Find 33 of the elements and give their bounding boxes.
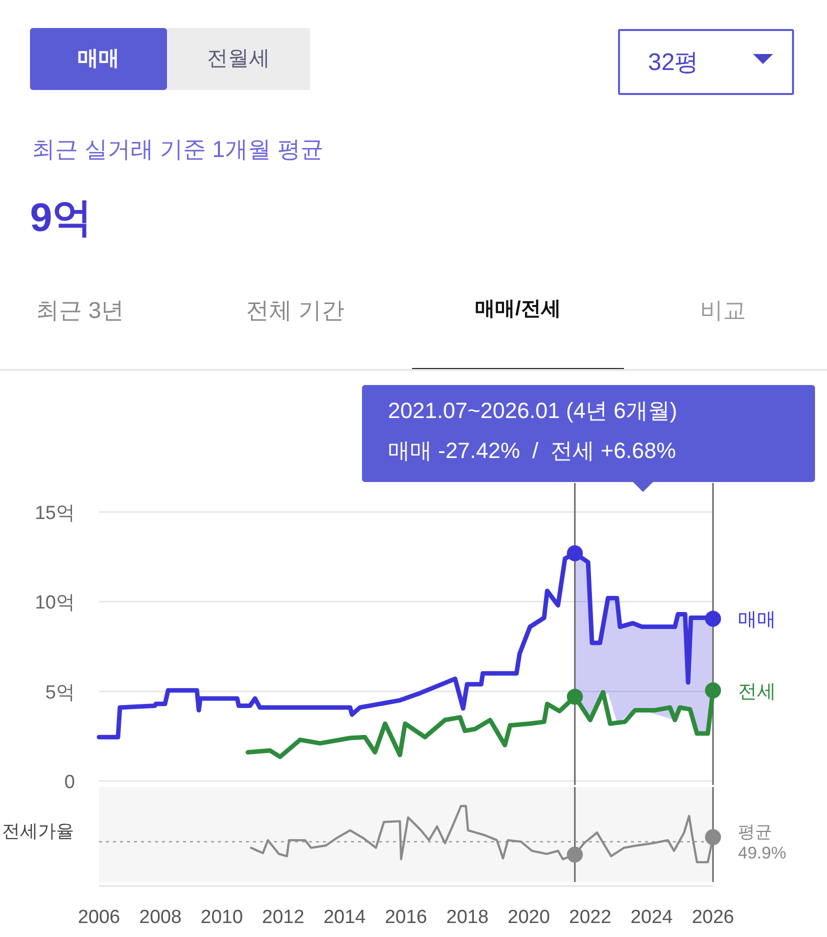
- point: [566, 545, 583, 562]
- y-tick-label: 0: [64, 772, 75, 793]
- series-label: 전세: [738, 681, 776, 702]
- tooltip: 2021.07~2026.01 (4년 6개월) 매매 -27.42% / 전세 +6.68%: [362, 385, 815, 492]
- x-tick-label: 2014: [323, 907, 366, 928]
- x-tick-label: 2024: [630, 907, 674, 928]
- x-tick-label: 2010: [200, 907, 243, 928]
- text: 9억: [30, 195, 92, 242]
- text: 비교: [700, 296, 746, 325]
- text: 32평: [648, 48, 699, 78]
- y-tick-label: 10억: [34, 592, 75, 614]
- text: 매매: [30, 28, 167, 90]
- x-tick-label: 2026: [692, 907, 734, 928]
- x-tick-label: 2020: [508, 907, 550, 928]
- series-label: 매매: [738, 610, 776, 631]
- x-tick-label: 2008: [139, 907, 182, 928]
- text: 전체 기간: [246, 296, 344, 325]
- x-tick-label: 2022: [569, 907, 612, 928]
- x-tick-label: 2016: [384, 907, 428, 928]
- y-tick-label: 5억: [45, 682, 75, 704]
- x-tick-label: 2012: [262, 907, 304, 928]
- text: 최근 3년: [36, 296, 124, 325]
- y-axis-title: 전세가율: [2, 821, 74, 841]
- point: [566, 688, 583, 705]
- text: 최근 실거래 기준 1개월 평균: [32, 135, 324, 164]
- ref-line-label: 평균 49.9%: [738, 822, 786, 863]
- text: 전월세: [167, 28, 310, 90]
- y-tick-label: 15억: [34, 503, 75, 524]
- point: [705, 610, 721, 627]
- x-tick-label: 2006: [78, 907, 120, 928]
- point: [705, 682, 721, 698]
- text: 매매/전세: [474, 297, 562, 322]
- x-tick-label: 2018: [446, 907, 489, 928]
